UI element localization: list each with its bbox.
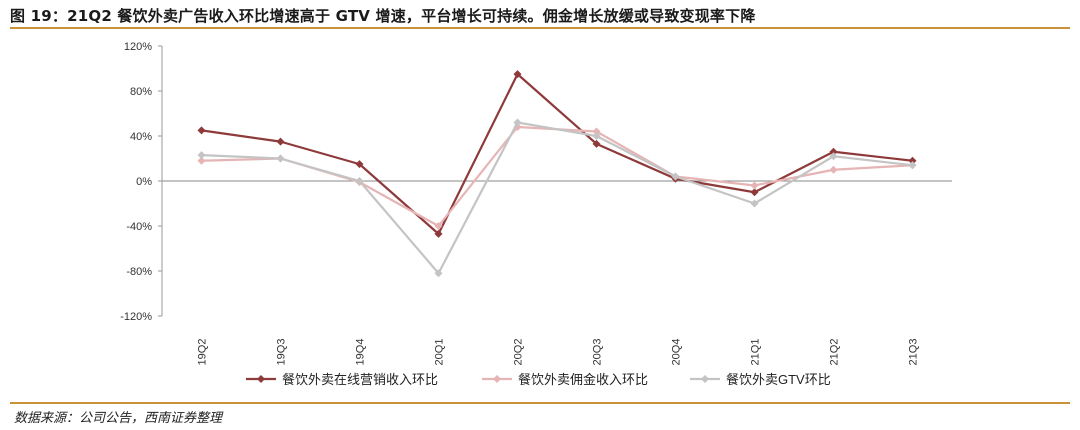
x-tick-label: 21Q1 bbox=[750, 339, 762, 366]
legend-swatch-marker bbox=[701, 375, 709, 383]
x-tick-label: 20Q1 bbox=[434, 339, 446, 366]
figure-header: 图 19：21Q2 餐饮外卖广告收入环比增速高于 GTV 增速，平台增长可持续。… bbox=[10, 0, 1070, 29]
data-point bbox=[434, 229, 443, 238]
data-point bbox=[355, 177, 364, 185]
x-tick-label: 21Q2 bbox=[829, 339, 841, 366]
series-line bbox=[201, 121, 913, 275]
series-line bbox=[201, 73, 913, 235]
x-tick-label: 20Q4 bbox=[671, 339, 683, 366]
y-tick-label: -40% bbox=[126, 221, 152, 233]
data-point bbox=[434, 269, 443, 278]
legend-swatch-marker bbox=[493, 375, 501, 383]
data-point bbox=[908, 161, 917, 170]
data-point bbox=[750, 199, 759, 208]
legend-label: 餐饮外卖在线营销收入环比 bbox=[282, 372, 438, 387]
y-tick-label: 120% bbox=[124, 41, 152, 53]
x-tick-label: 20Q2 bbox=[513, 339, 525, 366]
x-tick-label: 21Q3 bbox=[908, 339, 920, 366]
figure-title: 图 19：21Q2 餐饮外卖广告收入环比增速高于 GTV 增速，平台增长可持续。… bbox=[10, 7, 756, 25]
data-point bbox=[197, 151, 206, 160]
x-axis: 19Q2 19Q3 19Q4 20Q1 20Q2 20Q3 20Q4 21Q1 21Q2 21Q3 bbox=[162, 180, 952, 366]
x-tick-label: 19Q2 bbox=[197, 339, 209, 366]
y-axis: 120% 80% 40% 0% -40% -80% -120% bbox=[120, 41, 163, 323]
data-point bbox=[197, 156, 206, 165]
legend-label: 餐饮外卖GTV环比 bbox=[726, 372, 831, 387]
x-tick-label: 20Q3 bbox=[592, 339, 604, 366]
footer-divider bbox=[10, 402, 1070, 404]
data-point bbox=[750, 188, 759, 197]
data-point bbox=[276, 137, 285, 146]
source-note: 数据来源：公司公告，西南证券整理 bbox=[14, 411, 223, 426]
data-point bbox=[513, 118, 522, 127]
line-chart: 120% 80% 40% 0% -40% -80% -120% 19Q2 19Q3 19Q4 20… bbox=[120, 41, 952, 387]
data-point bbox=[829, 165, 838, 174]
data-point bbox=[434, 222, 443, 230]
data-point bbox=[829, 147, 838, 156]
data-point bbox=[592, 139, 601, 148]
y-tick-label: 80% bbox=[130, 86, 152, 98]
data-point bbox=[750, 181, 759, 190]
data-point bbox=[671, 172, 680, 181]
data-point bbox=[197, 126, 206, 135]
data-point bbox=[355, 160, 364, 169]
legend-label: 餐饮外卖佣金收入环比 bbox=[518, 372, 648, 387]
y-tick-label: 0% bbox=[136, 176, 152, 188]
x-tick-label: 19Q4 bbox=[355, 339, 367, 366]
data-point bbox=[276, 154, 285, 163]
y-tick-label: -80% bbox=[126, 266, 152, 278]
series-layer bbox=[197, 70, 917, 278]
legend: 餐饮外卖在线营销收入环比 餐饮外卖佣金收入环比 餐饮外卖GTV环比 bbox=[246, 372, 831, 387]
data-point bbox=[513, 70, 522, 79]
y-tick-label: 40% bbox=[130, 131, 152, 143]
data-point bbox=[592, 127, 601, 136]
header-divider bbox=[10, 27, 1070, 29]
series-line bbox=[201, 125, 913, 228]
data-point bbox=[592, 132, 601, 140]
data-point bbox=[908, 156, 917, 165]
y-tick-label: -120% bbox=[120, 311, 152, 323]
data-point bbox=[829, 152, 838, 161]
x-tick-label: 19Q3 bbox=[276, 339, 288, 366]
legend-swatch-marker bbox=[257, 375, 265, 383]
